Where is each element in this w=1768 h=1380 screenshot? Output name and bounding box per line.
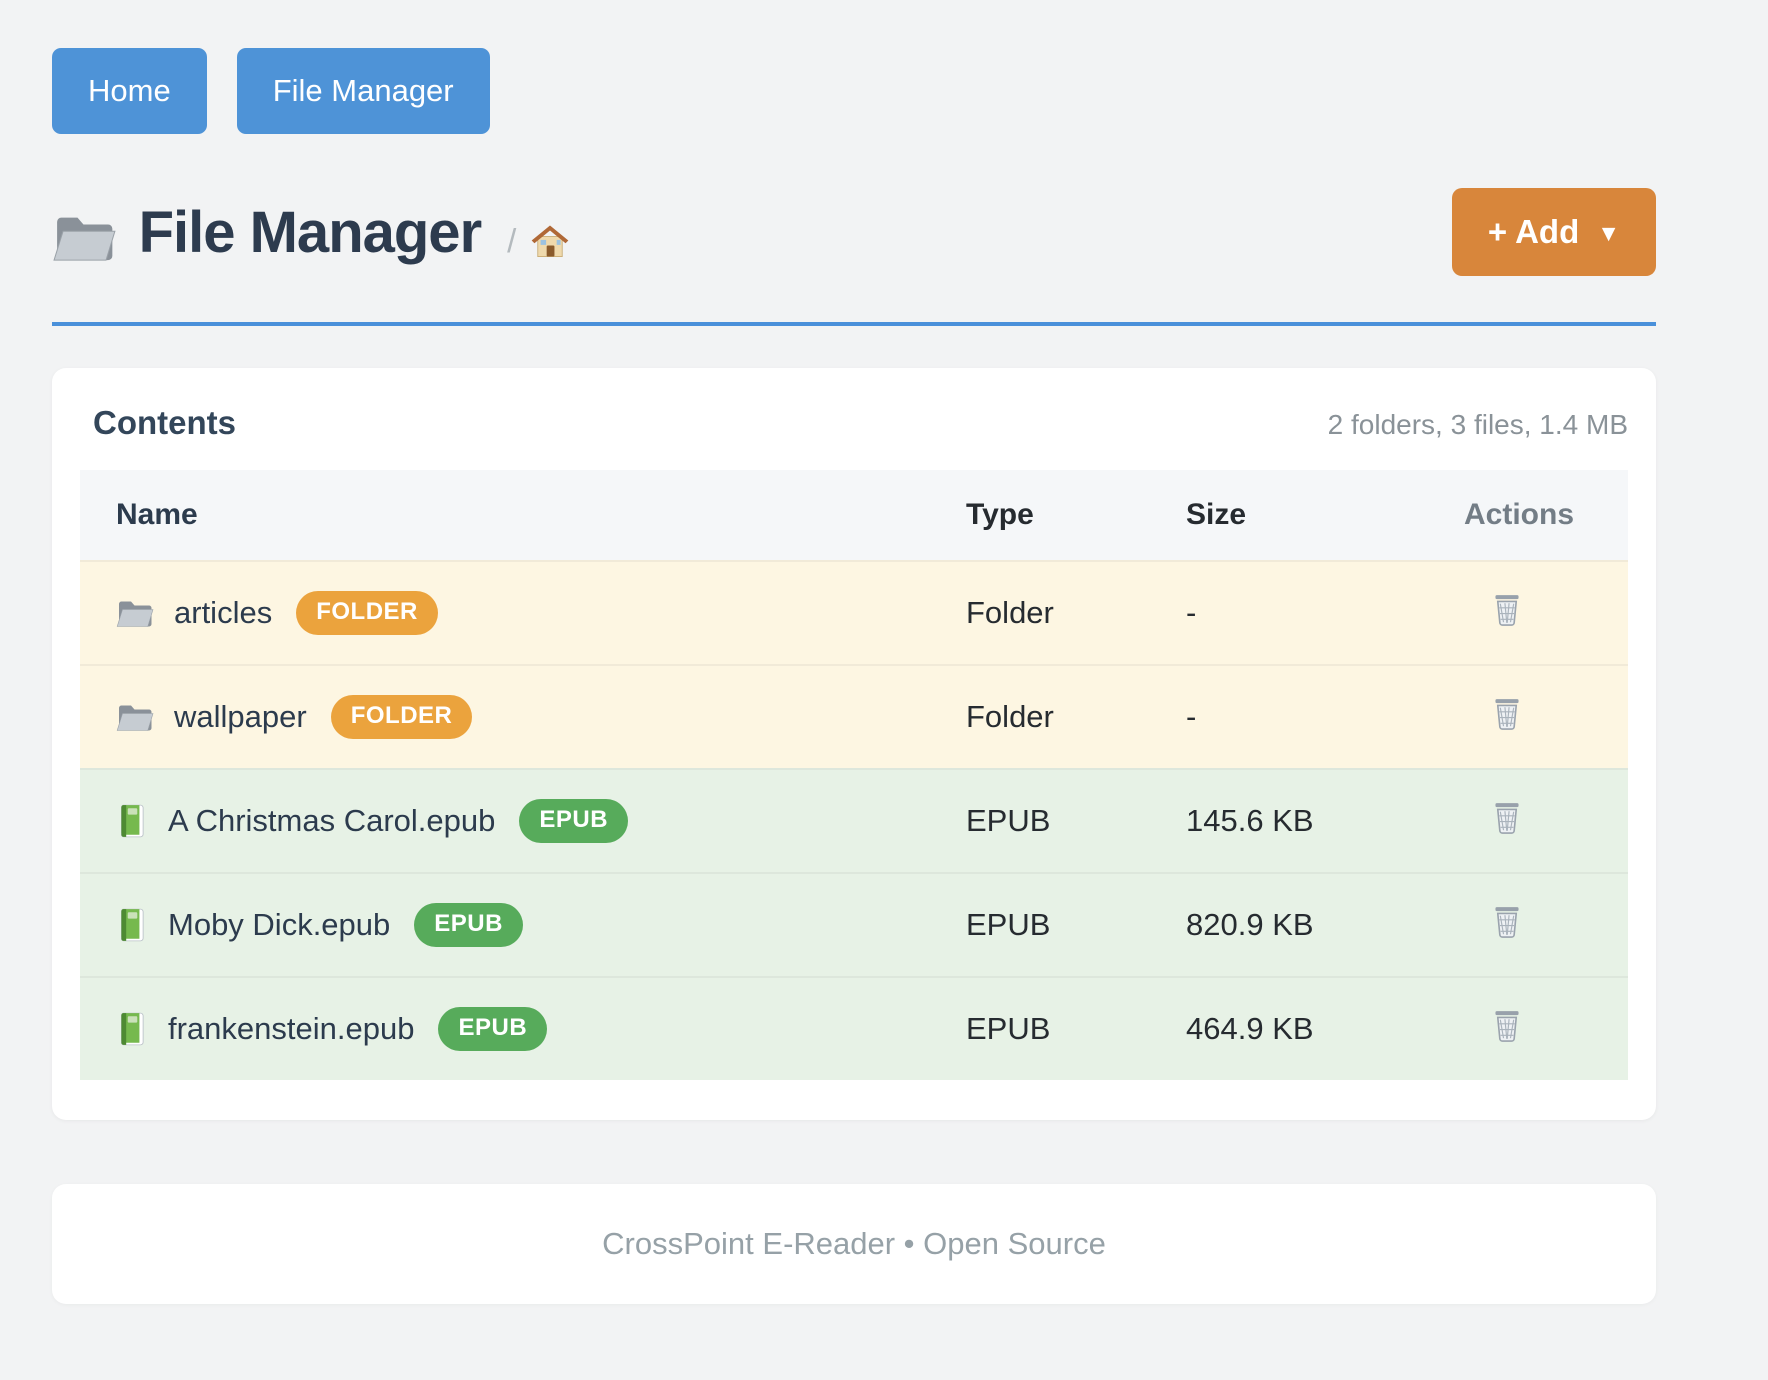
table-header-row: Name Type Size Actions bbox=[80, 470, 1628, 560]
delete-button[interactable] bbox=[1492, 696, 1522, 731]
column-header-name: Name bbox=[116, 498, 198, 531]
file-name[interactable]: frankenstein.epub bbox=[168, 1011, 415, 1046]
file-table: Name Type Size Actions articles FOLDER F… bbox=[80, 470, 1628, 1080]
nav-home-button[interactable]: Home bbox=[52, 48, 207, 134]
contents-summary: 2 folders, 3 files, 1.4 MB bbox=[1327, 409, 1628, 440]
nav-file-manager-button[interactable]: File Manager bbox=[236, 48, 490, 134]
table-row[interactable]: A Christmas Carol.epub EPUB EPUB 145.6 K… bbox=[80, 768, 1628, 872]
add-button-label: + Add bbox=[1487, 213, 1580, 250]
title-group: File Manager / bbox=[52, 199, 570, 266]
folder-icon bbox=[116, 597, 154, 629]
file-type: EPUB bbox=[966, 1011, 1051, 1046]
file-type: EPUB bbox=[966, 907, 1051, 942]
file-size: - bbox=[1186, 595, 1197, 630]
file-type: EPUB bbox=[966, 803, 1051, 838]
page-container: Home File Manager File Manager / + Add ▼… bbox=[52, 0, 1656, 1304]
folder-icon bbox=[52, 210, 117, 264]
column-header-actions: Actions bbox=[1464, 498, 1575, 531]
file-badge: FOLDER bbox=[296, 591, 438, 635]
folder-icon bbox=[116, 701, 154, 733]
trash-icon bbox=[1492, 800, 1522, 835]
top-nav: Home File Manager bbox=[52, 0, 1656, 134]
file-name[interactable]: wallpaper bbox=[174, 699, 307, 734]
green-book-icon bbox=[116, 1011, 148, 1047]
file-badge: EPUB bbox=[414, 903, 523, 947]
file-badge: FOLDER bbox=[330, 695, 473, 739]
contents-title: Contents bbox=[93, 404, 236, 441]
add-button[interactable]: + Add ▼ bbox=[1451, 188, 1656, 276]
file-type: Folder bbox=[966, 595, 1054, 630]
contents-card: Contents 2 folders, 3 files, 1.4 MB Name… bbox=[52, 368, 1656, 1120]
delete-button[interactable] bbox=[1492, 904, 1522, 939]
trash-icon bbox=[1492, 592, 1522, 627]
file-size: 464.9 KB bbox=[1186, 1011, 1314, 1046]
delete-button[interactable] bbox=[1492, 800, 1522, 835]
footer-text: CrossPoint E-Reader • Open Source bbox=[602, 1226, 1106, 1261]
chevron-down-icon: ▼ bbox=[1597, 219, 1620, 246]
trash-icon bbox=[1492, 696, 1522, 731]
breadcrumb-separator: / bbox=[507, 222, 517, 259]
green-book-icon bbox=[116, 907, 148, 943]
footer: CrossPoint E-Reader • Open Source bbox=[52, 1184, 1656, 1304]
table-row[interactable]: articles FOLDER Folder - bbox=[80, 560, 1628, 664]
column-header-type: Type bbox=[966, 498, 1034, 531]
delete-button[interactable] bbox=[1492, 1008, 1522, 1043]
page-header: File Manager / + Add ▼ bbox=[52, 188, 1656, 276]
file-size: 145.6 KB bbox=[1186, 803, 1314, 838]
home-icon[interactable] bbox=[530, 223, 570, 259]
file-size: - bbox=[1186, 699, 1197, 734]
file-type: Folder bbox=[966, 699, 1054, 734]
file-name[interactable]: A Christmas Carol.epub bbox=[168, 803, 496, 838]
column-header-size: Size bbox=[1186, 498, 1247, 531]
file-name[interactable]: articles bbox=[174, 595, 273, 630]
breadcrumb: / bbox=[507, 222, 570, 260]
table-row[interactable]: wallpaper FOLDER Folder - bbox=[80, 664, 1628, 768]
header-divider bbox=[52, 322, 1656, 326]
green-book-icon bbox=[116, 803, 148, 839]
contents-card-header: Contents 2 folders, 3 files, 1.4 MB bbox=[80, 404, 1628, 470]
trash-icon bbox=[1492, 904, 1522, 939]
delete-button[interactable] bbox=[1492, 592, 1522, 627]
trash-icon bbox=[1492, 1008, 1522, 1043]
file-badge: EPUB bbox=[438, 1007, 548, 1051]
table-row[interactable]: Moby Dick.epub EPUB EPUB 820.9 KB bbox=[80, 872, 1628, 976]
table-body: articles FOLDER Folder - wallpaper FOLDE… bbox=[80, 560, 1628, 1080]
page-title: File Manager bbox=[138, 199, 483, 265]
file-name[interactable]: Moby Dick.epub bbox=[168, 907, 391, 942]
file-badge: EPUB bbox=[519, 799, 629, 843]
table-row[interactable]: frankenstein.epub EPUB EPUB 464.9 KB bbox=[80, 976, 1628, 1080]
file-size: 820.9 KB bbox=[1186, 907, 1314, 942]
